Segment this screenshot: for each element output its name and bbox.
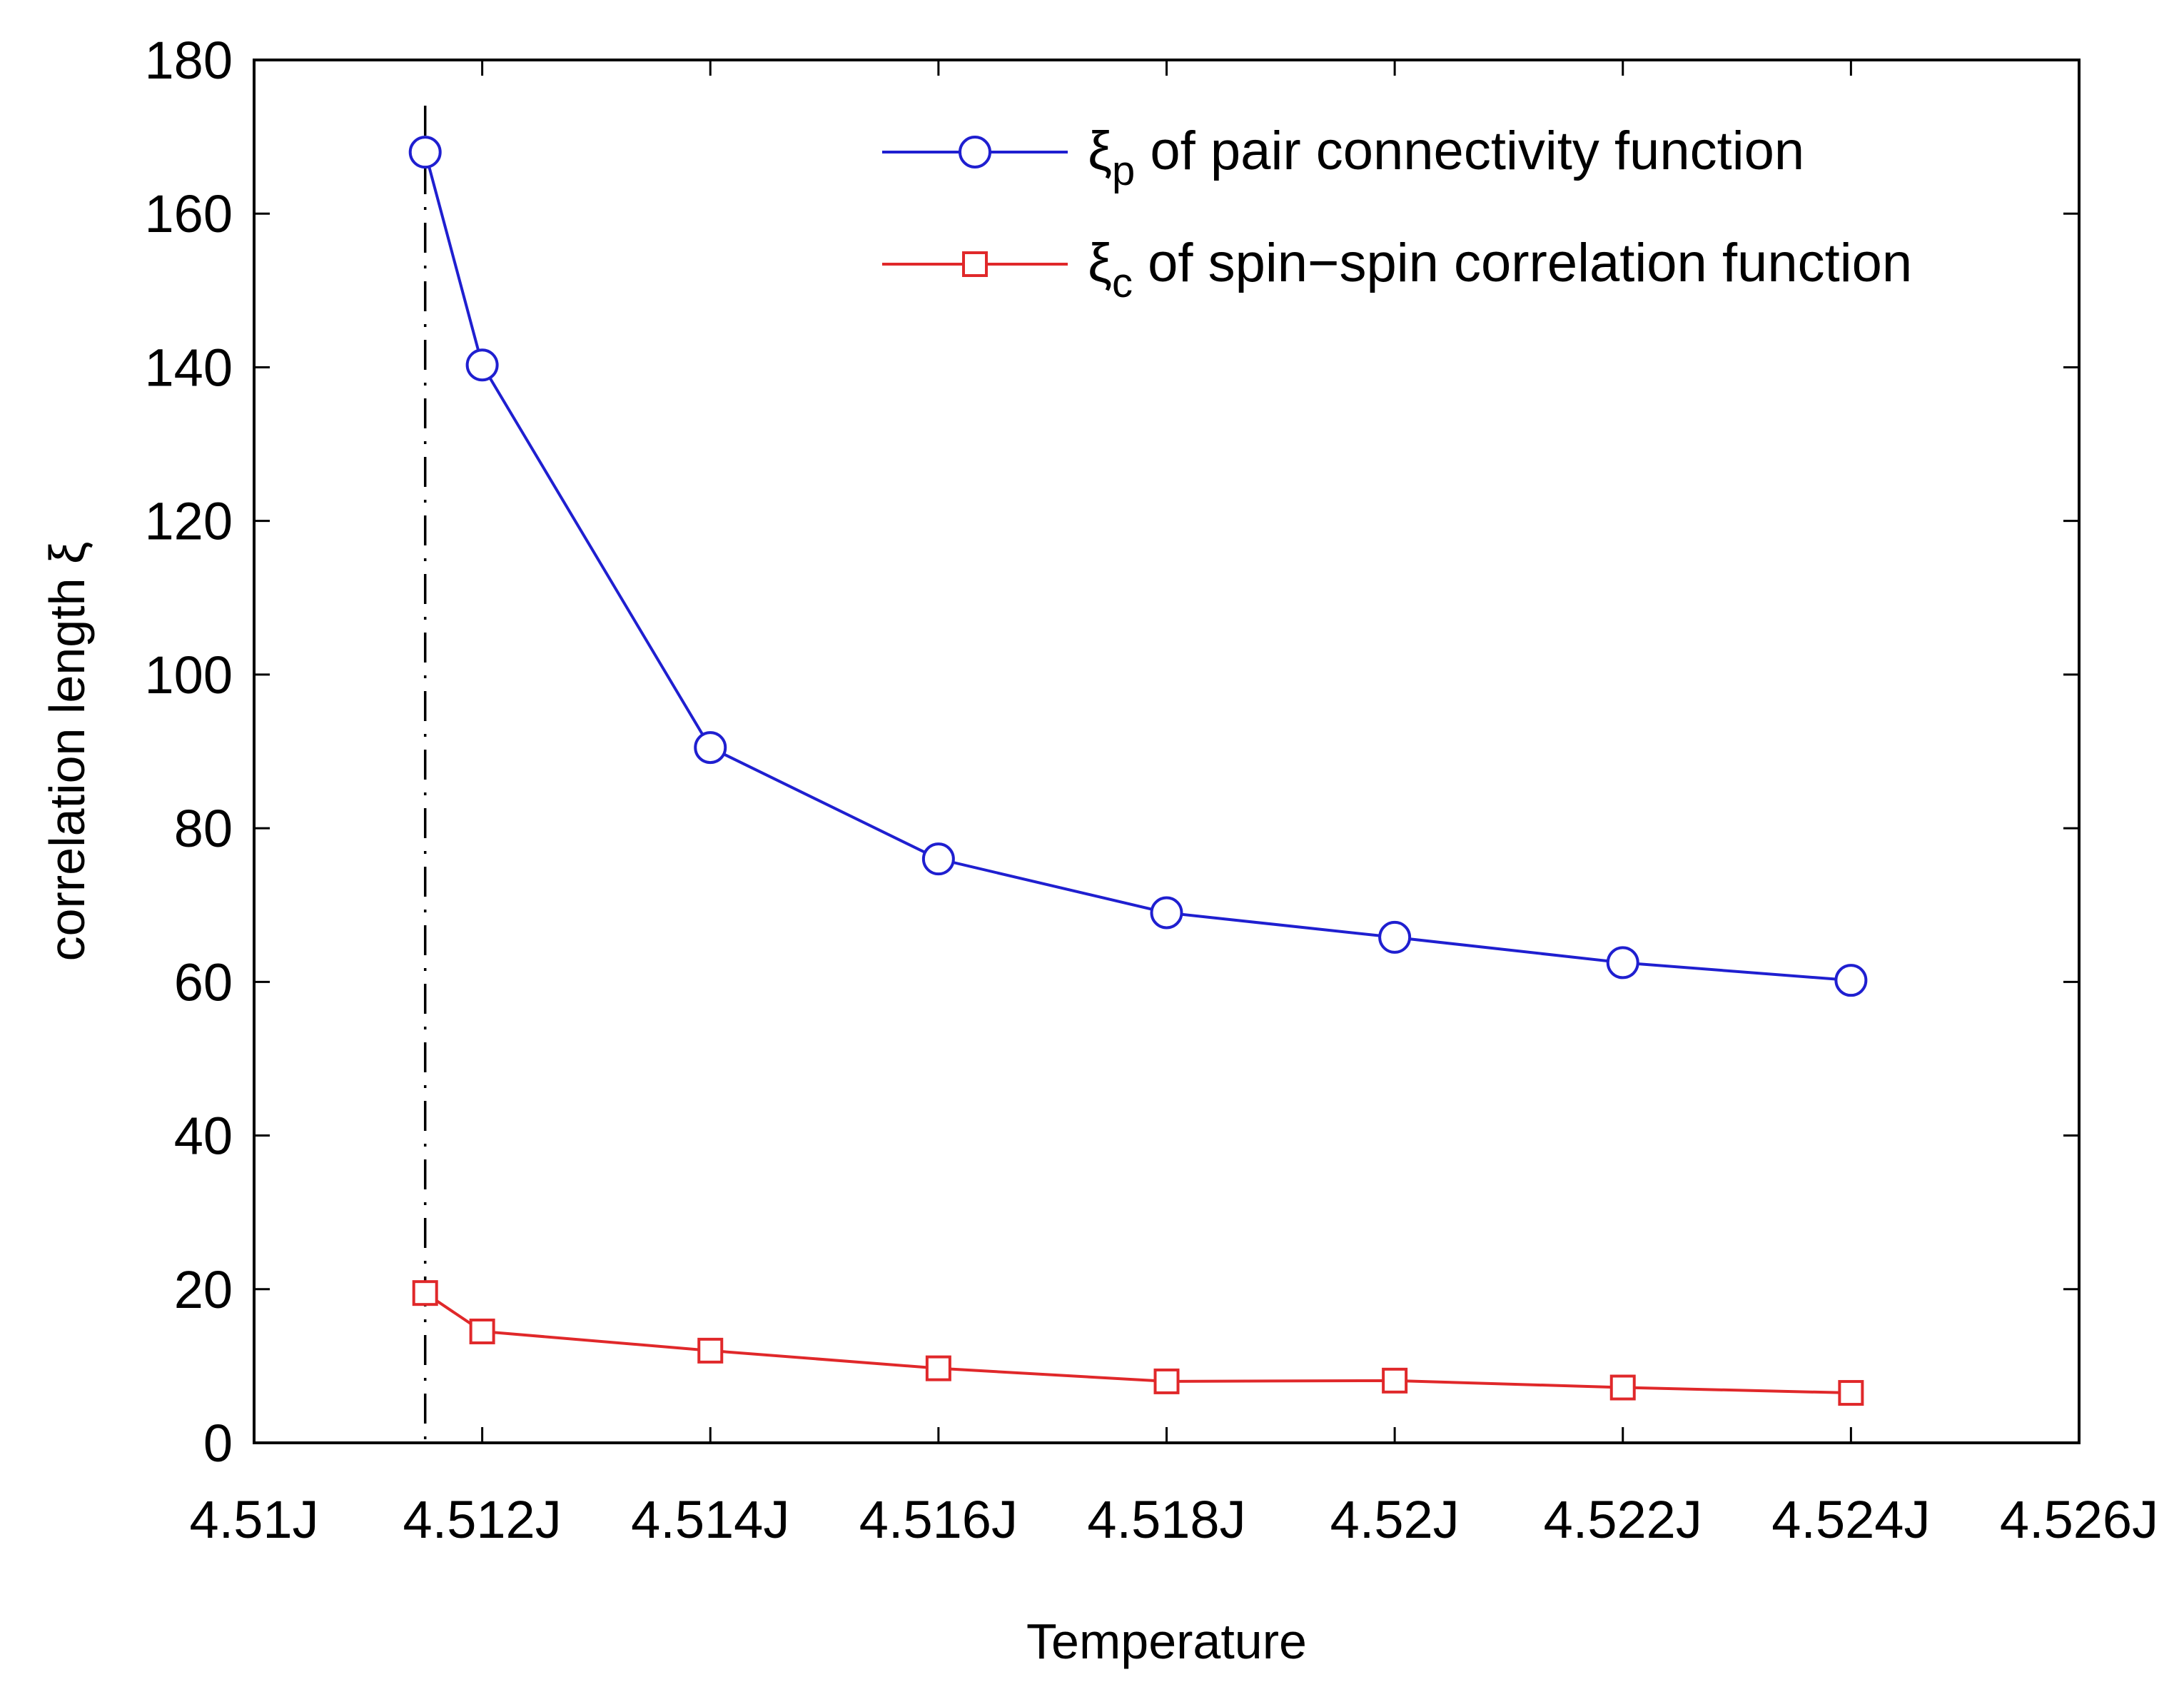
data-point-square bbox=[1609, 1374, 1636, 1401]
x-tick-label: 4.514J bbox=[631, 1490, 789, 1549]
x-tick-label: 4.512J bbox=[403, 1490, 562, 1549]
y-tick-label: 140 bbox=[145, 338, 233, 397]
x-tick-label: 4.526J bbox=[2000, 1490, 2158, 1549]
data-point-circle bbox=[408, 136, 442, 169]
legend-symbol: ξ bbox=[1088, 233, 1112, 293]
y-tick-label: 80 bbox=[174, 799, 233, 858]
y-axis-label: correlation length ξ bbox=[39, 542, 95, 962]
y-tick-label: 0 bbox=[203, 1414, 233, 1473]
data-point-square bbox=[1382, 1367, 1408, 1394]
data-point-square bbox=[697, 1337, 724, 1364]
x-tick-label: 4.518J bbox=[1087, 1490, 1245, 1549]
legend-text-rest: of spin−spin correlation function bbox=[1133, 233, 1912, 293]
data-point-circle bbox=[1150, 896, 1183, 930]
data-point-square bbox=[925, 1355, 951, 1381]
data-point-circle bbox=[1378, 920, 1412, 954]
legend-marker-square bbox=[962, 251, 988, 277]
legend-symbol: ξ bbox=[1088, 121, 1112, 181]
legend-text-rest: of pair connectivity function bbox=[1135, 121, 1804, 181]
y-tick-label: 100 bbox=[145, 645, 233, 705]
data-point-circle bbox=[1606, 946, 1639, 980]
data-point-square bbox=[412, 1280, 438, 1306]
y-tick-label: 20 bbox=[174, 1260, 233, 1319]
legend-subscript: c bbox=[1112, 260, 1133, 306]
y-tick-label: 120 bbox=[145, 492, 233, 551]
x-tick-label: 4.51J bbox=[189, 1490, 318, 1549]
series-layer bbox=[408, 136, 1868, 1406]
legend-label-spin-spin: ξc of spin−spin correlation function bbox=[1088, 233, 1912, 306]
legend: ξp of pair connectivity function ξc of s… bbox=[882, 121, 1912, 306]
data-point-circle bbox=[921, 842, 955, 876]
y-tick-label: 60 bbox=[174, 952, 233, 1012]
x-tick-label: 4.516J bbox=[859, 1490, 1018, 1549]
data-point-circle bbox=[694, 731, 727, 765]
y-tick-label: 40 bbox=[174, 1107, 233, 1166]
x-tick-label: 4.522J bbox=[1544, 1490, 1702, 1549]
axis-ticks: 4.51J 4.512J 4.514J 4.516J 4.518J 4.52J 4.522J… bbox=[145, 31, 2159, 1549]
data-point-square bbox=[1153, 1368, 1180, 1394]
y-tick-label: 160 bbox=[145, 184, 233, 243]
series-spin-spin bbox=[412, 1280, 1864, 1406]
y-tick-label: 180 bbox=[145, 31, 233, 90]
series-line bbox=[423, 151, 1851, 982]
data-point-square bbox=[1838, 1380, 1864, 1406]
legend-subscript: p bbox=[1112, 148, 1135, 194]
data-point-circle bbox=[1834, 964, 1868, 997]
x-tick-label: 4.524J bbox=[1771, 1490, 1930, 1549]
legend-marker-circle bbox=[959, 136, 991, 168]
x-tick-label: 4.52J bbox=[1330, 1490, 1460, 1549]
series-line bbox=[424, 1291, 1851, 1395]
legend-label-pair-connectivity: ξp of pair connectivity function bbox=[1088, 121, 1804, 194]
series-pair-connectivity bbox=[408, 136, 1868, 997]
plot-area-frame bbox=[253, 59, 2081, 1444]
x-axis-label: Temperature bbox=[1026, 1613, 1307, 1669]
data-point-circle bbox=[465, 348, 499, 382]
data-point-square bbox=[469, 1318, 495, 1344]
